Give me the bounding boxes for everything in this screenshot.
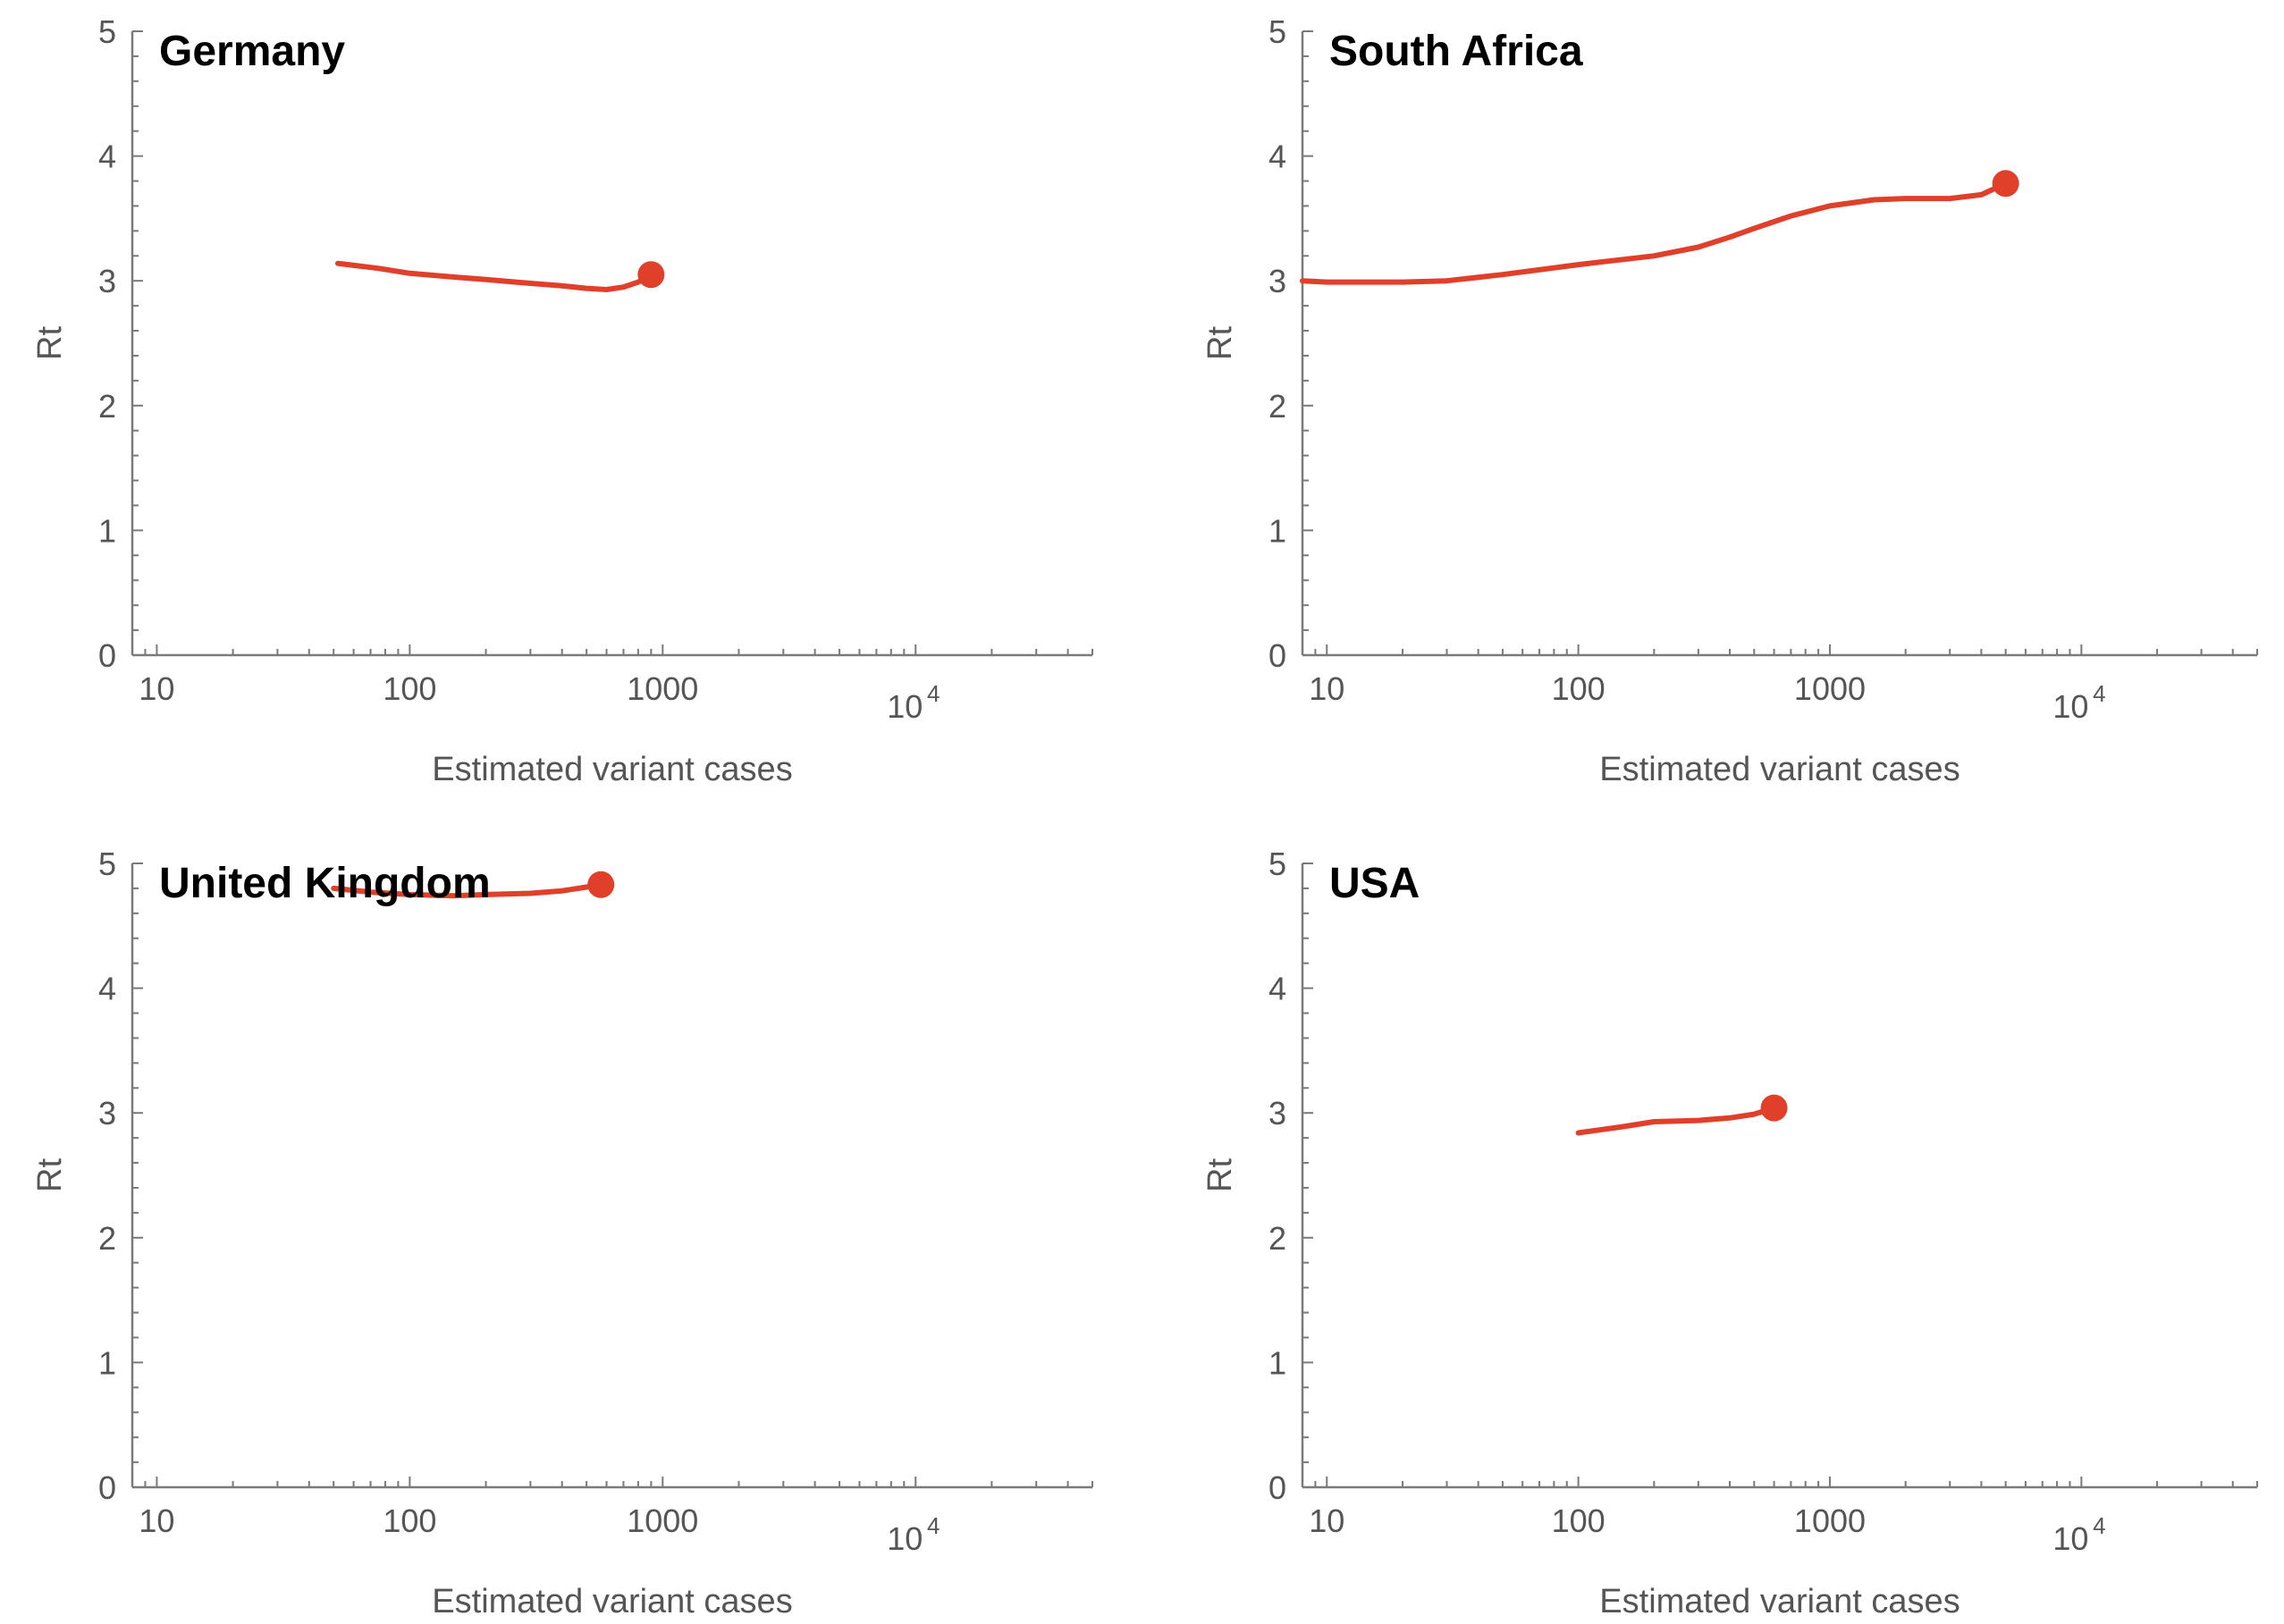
y-tick-label: 5: [1268, 846, 1286, 882]
y-tick-label: 0: [1268, 1469, 1286, 1506]
y-tick-label: 0: [1268, 637, 1286, 674]
x-tick-label: 1000: [1794, 670, 1866, 707]
y-tick-label: 1: [1268, 512, 1286, 549]
y-axis-label: Rt: [1201, 326, 1239, 360]
x-tick-label: 1000: [627, 670, 698, 707]
series-end-point: [587, 871, 615, 898]
panel-title: United Kingdom: [159, 860, 491, 907]
x-tick-label: 10: [139, 670, 174, 707]
x-tick-label: 100: [1552, 1502, 1606, 1539]
y-tick-label: 2: [98, 388, 116, 425]
y-tick-label: 1: [98, 512, 116, 549]
x-axis-label: Estimated variant cases: [432, 751, 792, 788]
x-tick-label: 100: [1552, 670, 1606, 707]
x-tick-label: 10: [139, 1502, 174, 1539]
x-tick-exponent: 4: [927, 1512, 940, 1539]
y-tick-label: 3: [98, 1095, 116, 1132]
y-tick-label: 2: [1268, 1220, 1286, 1257]
series-line: [331, 881, 604, 899]
y-tick-label: 5: [98, 846, 116, 882]
x-tick-label: 10: [1309, 670, 1344, 707]
y-tick-label: 3: [1268, 263, 1286, 299]
y-tick-label: 4: [1268, 971, 1286, 1007]
x-tick-label: 10: [887, 1520, 923, 1557]
series-line: [335, 260, 654, 292]
y-tick-label: 5: [1268, 13, 1286, 50]
panel-title: South Africa: [1329, 28, 1583, 75]
panel-title: Germany: [159, 28, 345, 75]
x-tick-exponent: 4: [927, 680, 940, 707]
y-tick-label: 0: [98, 637, 116, 674]
series-end-point: [1992, 170, 2019, 198]
series-line: [1575, 1105, 1777, 1136]
x-tick-label: 10: [2052, 1520, 2088, 1557]
x-axis-label: Estimated variant cases: [432, 1583, 792, 1620]
y-tick-label: 0: [98, 1469, 116, 1506]
y-axis-label: Rt: [31, 326, 69, 360]
x-tick-label: 100: [383, 1502, 436, 1539]
series-end-point: [1760, 1094, 1788, 1122]
x-axis-label: Estimated variant cases: [1599, 1583, 1960, 1620]
y-tick-label: 3: [1268, 1095, 1286, 1132]
series-end-point: [637, 261, 665, 289]
y-tick-label: 5: [98, 13, 116, 50]
y-tick-label: 1: [98, 1344, 116, 1381]
y-tick-label: 1: [1268, 1344, 1286, 1381]
x-tick-label: 1000: [1794, 1502, 1866, 1539]
x-tick-label: 100: [383, 670, 436, 707]
y-tick-label: 2: [98, 1220, 116, 1257]
x-tick-label: 10: [887, 688, 923, 725]
y-tick-label: 4: [98, 139, 116, 175]
x-tick-exponent: 4: [2093, 680, 2105, 707]
x-axis-label: Estimated variant cases: [1599, 751, 1960, 788]
y-tick-label: 4: [1268, 139, 1286, 175]
y-axis-label: Rt: [31, 1158, 69, 1192]
x-tick-label: 10: [1309, 1502, 1344, 1539]
x-tick-label: 10: [2052, 688, 2088, 725]
series-line: [1300, 181, 2009, 285]
y-axis-label: Rt: [1201, 1158, 1239, 1192]
y-tick-label: 4: [98, 971, 116, 1007]
panel-title: USA: [1329, 860, 1420, 907]
y-tick-label: 2: [1268, 388, 1286, 425]
x-tick-label: 1000: [627, 1502, 698, 1539]
y-tick-label: 3: [98, 263, 116, 299]
x-tick-exponent: 4: [2093, 1512, 2105, 1539]
